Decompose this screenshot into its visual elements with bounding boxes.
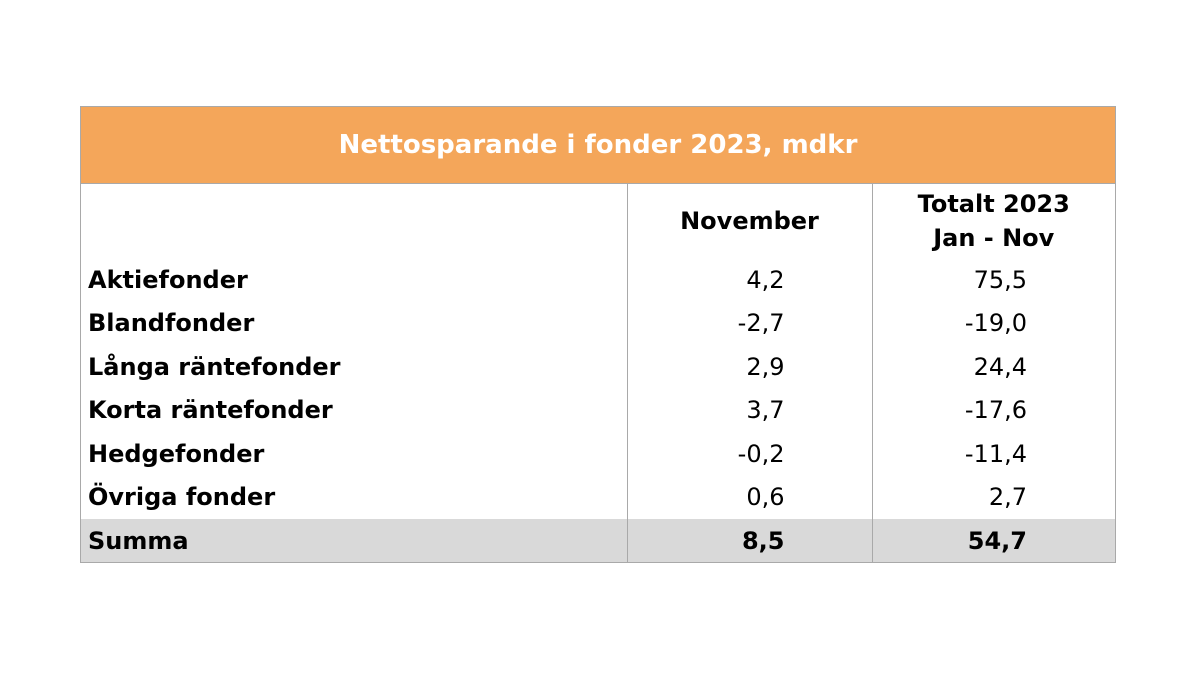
row-label: Övriga fonder	[88, 483, 276, 512]
row-total-value: -11,4	[871, 432, 1115, 476]
row-total-value: 2,7	[871, 475, 1115, 520]
header-row: November Totalt 2023 Jan - Nov	[81, 184, 1115, 258]
summary-total-value: 54,7	[871, 519, 1115, 562]
row-total-value: -19,0	[871, 301, 1115, 345]
summary-row: Summa 8,5 54,7	[81, 519, 1115, 562]
row-november-value: 0,6	[626, 475, 872, 520]
row-november-value: 4,2	[626, 258, 872, 302]
row-label: Aktiefonder	[88, 265, 248, 294]
fund-savings-table: Nettosparande i fonder 2023, mdkr Novemb…	[80, 106, 1116, 563]
row-label: Korta räntefonder	[88, 396, 333, 425]
header-empty-cell	[81, 184, 627, 258]
row-november-value: -2,7	[626, 301, 872, 345]
summary-november-value: 8,5	[626, 519, 872, 562]
header-november: November	[626, 184, 872, 258]
summary-label: Summa	[81, 519, 627, 562]
row-november-value: -0,2	[626, 432, 872, 476]
table-row: Blandfonder -2,7 -19,0	[81, 301, 1115, 345]
table-row: Övriga fonder 0,6 2,7	[81, 475, 1115, 520]
row-label: Blandfonder	[88, 309, 255, 338]
table-title: Nettosparande i fonder 2023, mdkr	[81, 107, 1115, 184]
row-november-value: 3,7	[626, 388, 872, 432]
table-row: Aktiefonder 4,2 75,5	[81, 258, 1115, 302]
header-total: Totalt 2023 Jan - Nov	[871, 184, 1115, 258]
table-row: Korta räntefonder 3,7 -17,6	[81, 388, 1115, 432]
table-row: Hedgefonder -0,2 -11,4	[81, 432, 1115, 476]
data-table: November Totalt 2023 Jan - Nov Aktiefond…	[81, 184, 1115, 562]
row-label: Långa räntefonder	[88, 352, 341, 381]
row-november-value: 2,9	[626, 345, 872, 389]
header-total-line2: Jan - Nov	[933, 224, 1055, 252]
row-total-value: 75,5	[871, 258, 1115, 302]
table-row: Långa räntefonder 2,9 24,4	[81, 345, 1115, 389]
row-total-value: 24,4	[871, 345, 1115, 389]
row-label: Hedgefonder	[88, 439, 265, 468]
header-total-line1: Totalt 2023	[917, 190, 1070, 218]
row-total-value: -17,6	[871, 388, 1115, 432]
